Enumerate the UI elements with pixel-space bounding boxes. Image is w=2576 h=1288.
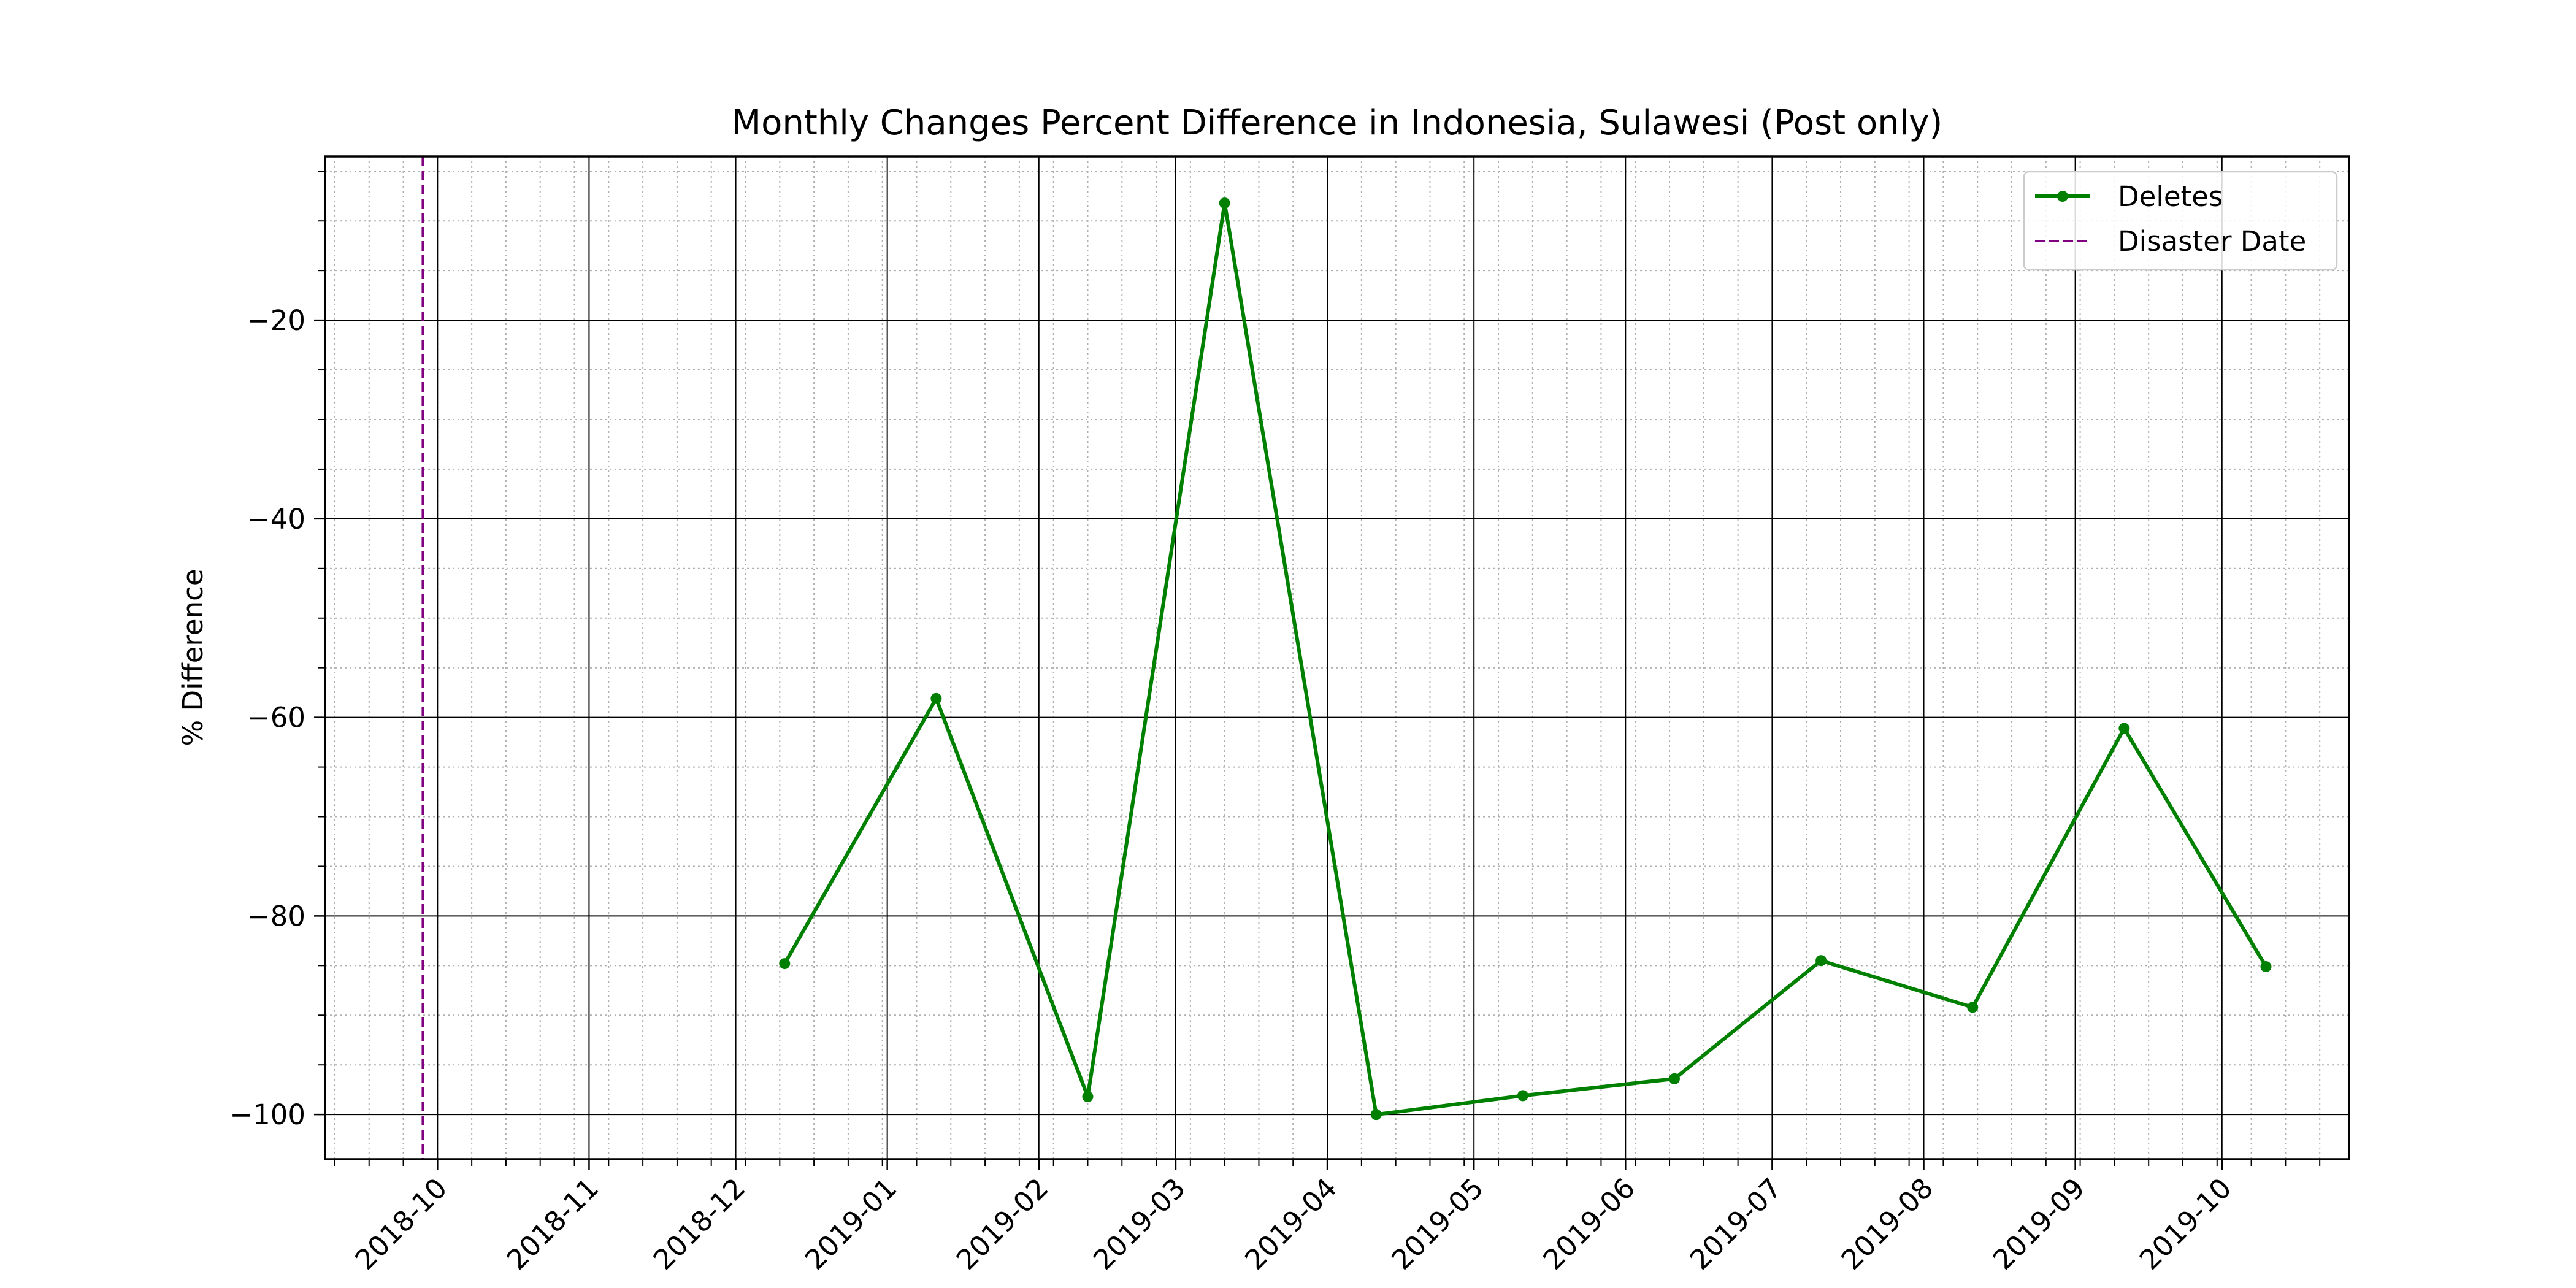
data-point bbox=[2118, 723, 2130, 734]
x-tick-label: 2018-11 bbox=[500, 1171, 605, 1276]
y-tick-labels: −20 −40 −60 −80 −100 bbox=[229, 304, 305, 1131]
x-tick-label: 2019-05 bbox=[1386, 1171, 1490, 1276]
x-tick-label: 2019-06 bbox=[1537, 1171, 1641, 1276]
data-point bbox=[1967, 1002, 1979, 1013]
x-tick-label: 2019-09 bbox=[1987, 1171, 2091, 1276]
series-line-deletes bbox=[783, 201, 2268, 1117]
x-tick-label: 2019-02 bbox=[950, 1171, 1054, 1276]
major-grid bbox=[325, 156, 2349, 1159]
legend-label: Deletes bbox=[2118, 180, 2223, 213]
x-tick-labels: 2018-10 2018-11 2018-12 2019-01 2019-02 2019-… bbox=[349, 1171, 2238, 1276]
y-tick-label: −80 bbox=[247, 900, 305, 932]
y-tick-label: −60 bbox=[247, 702, 305, 734]
data-point bbox=[1517, 1090, 1528, 1102]
data-point bbox=[779, 958, 791, 970]
minor-grid bbox=[325, 156, 2349, 1159]
plot-frame bbox=[324, 155, 2350, 1160]
legend-label: Disaster Date bbox=[2118, 225, 2306, 258]
chart-title: Monthly Changes Percent Difference in In… bbox=[732, 103, 1943, 143]
x-tick-label: 2019-03 bbox=[1087, 1171, 1191, 1276]
x-tick-label: 2018-12 bbox=[647, 1171, 751, 1276]
data-point bbox=[1815, 955, 1827, 967]
legend: Deletes Disaster Date bbox=[2023, 171, 2338, 271]
data-point bbox=[1082, 1091, 1094, 1103]
legend-marker bbox=[2057, 191, 2068, 202]
y-tick-label: −20 bbox=[247, 304, 305, 337]
data-point bbox=[2260, 960, 2272, 972]
data-point bbox=[930, 692, 942, 704]
x-tick-label: 2019-08 bbox=[1835, 1171, 1939, 1276]
x-tick-label: 2019-10 bbox=[2133, 1171, 2237, 1276]
legend-box bbox=[2023, 171, 2338, 271]
axis-ticks bbox=[314, 171, 2321, 1170]
x-tick-label: 2018-10 bbox=[349, 1171, 453, 1276]
x-tick-label: 2019-01 bbox=[799, 1171, 903, 1276]
data-point bbox=[1370, 1109, 1382, 1121]
y-tick-label: −100 bbox=[229, 1098, 305, 1131]
x-tick-label: 2019-07 bbox=[1684, 1171, 1788, 1276]
series-layer bbox=[779, 197, 2272, 1121]
x-tick-label: 2019-04 bbox=[1238, 1171, 1343, 1276]
data-point bbox=[1219, 197, 1230, 209]
data-point bbox=[1669, 1073, 1680, 1084]
y-axis-label: % Difference bbox=[177, 569, 209, 746]
y-tick-label: −40 bbox=[247, 503, 305, 535]
